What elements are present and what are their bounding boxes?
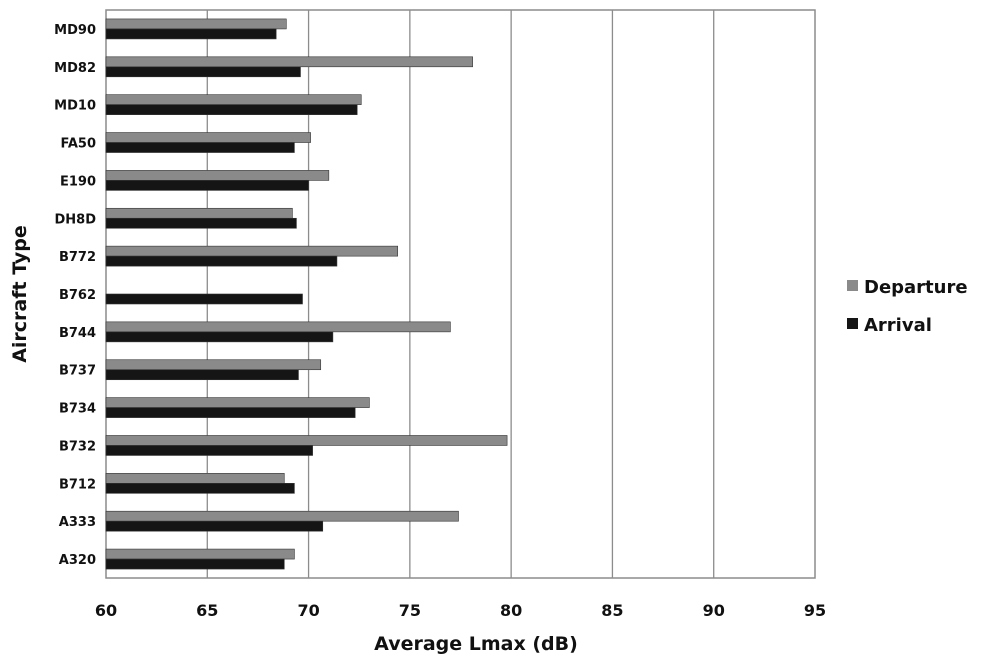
legend: Departure Arrival — [847, 277, 968, 336]
category-label-e190: E190 — [60, 174, 96, 189]
category-label-a320: A320 — [59, 553, 96, 568]
bar-arrival-b732 — [105, 445, 313, 456]
bar-departure-md82 — [105, 56, 473, 68]
y-axis-title: Aircraft Type — [9, 225, 31, 363]
bar-departure-md10 — [105, 94, 362, 105]
x-tick-label-85: 85 — [601, 601, 623, 620]
bar-departure-b772 — [105, 245, 399, 257]
bar-arrival-b712 — [105, 483, 295, 494]
category-label-b737: B737 — [59, 364, 96, 379]
x-tick-label-95: 95 — [804, 601, 826, 620]
bar-arrival-b744 — [105, 331, 334, 343]
category-label-fa50: FA50 — [60, 137, 96, 152]
legend-swatch-departure — [847, 280, 858, 291]
bar-departure-md90 — [105, 18, 287, 30]
category-label-b744: B744 — [59, 326, 96, 341]
category-label-b762: B762 — [59, 288, 96, 303]
bars — [105, 18, 508, 570]
bar-departure-b737 — [105, 359, 322, 371]
category-label-b712: B712 — [59, 477, 96, 492]
x-tick-label-80: 80 — [500, 601, 522, 620]
legend-label-arrival: Arrival — [864, 315, 932, 336]
bar-arrival-md10 — [105, 104, 358, 115]
bar-departure-a333 — [105, 510, 459, 522]
category-label-a333: A333 — [59, 515, 96, 530]
bar-departure-fa50 — [105, 132, 311, 143]
bar-departure-a320 — [105, 548, 295, 560]
bar-arrival-md82 — [105, 66, 301, 78]
bar-departure-b734 — [105, 397, 370, 408]
bar-arrival-dh8d — [105, 217, 297, 229]
x-axis-title: Average Lmax (dB) — [374, 633, 578, 655]
bar-arrival-fa50 — [105, 142, 295, 153]
bar-departure-b732 — [105, 435, 508, 446]
category-label-b772: B772 — [59, 250, 96, 265]
bar-arrival-a320 — [105, 558, 285, 570]
x-tick-label-60: 60 — [95, 601, 117, 620]
bar-arrival-md90 — [105, 28, 277, 40]
bar-arrival-b734 — [105, 407, 356, 418]
x-tick-label-70: 70 — [297, 601, 319, 620]
bar-departure-e190 — [105, 170, 330, 181]
category-label-md10: MD10 — [54, 99, 96, 114]
category-label-md82: MD82 — [54, 61, 96, 76]
x-tick-label-90: 90 — [703, 601, 725, 620]
legend-label-departure: Departure — [864, 277, 968, 298]
category-label-dh8d: DH8D — [54, 212, 96, 227]
category-label-b734: B734 — [59, 402, 96, 417]
category-label-b732: B732 — [59, 439, 96, 454]
bar-departure-b744 — [105, 321, 451, 333]
category-label-md90: MD90 — [54, 23, 96, 38]
x-tick-label-75: 75 — [399, 601, 421, 620]
bar-arrival-e190 — [105, 180, 309, 191]
bar-arrival-b772 — [105, 255, 338, 267]
x-tick-labels: 60 65 70 75 80 85 90 95 — [95, 601, 826, 620]
x-tick-label-65: 65 — [196, 601, 218, 620]
bar-arrival-b737 — [105, 369, 299, 381]
bar-arrival-a333 — [105, 520, 324, 532]
legend-swatch-arrival — [847, 318, 858, 329]
category-labels: MD90 MD82 MD10 FA50 E190 DH8D B772 B762 B744 B737… — [54, 23, 96, 568]
bar-departure-b712 — [105, 473, 285, 484]
bar-arrival-b762 — [105, 293, 303, 305]
bar-departure-dh8d — [105, 207, 293, 219]
